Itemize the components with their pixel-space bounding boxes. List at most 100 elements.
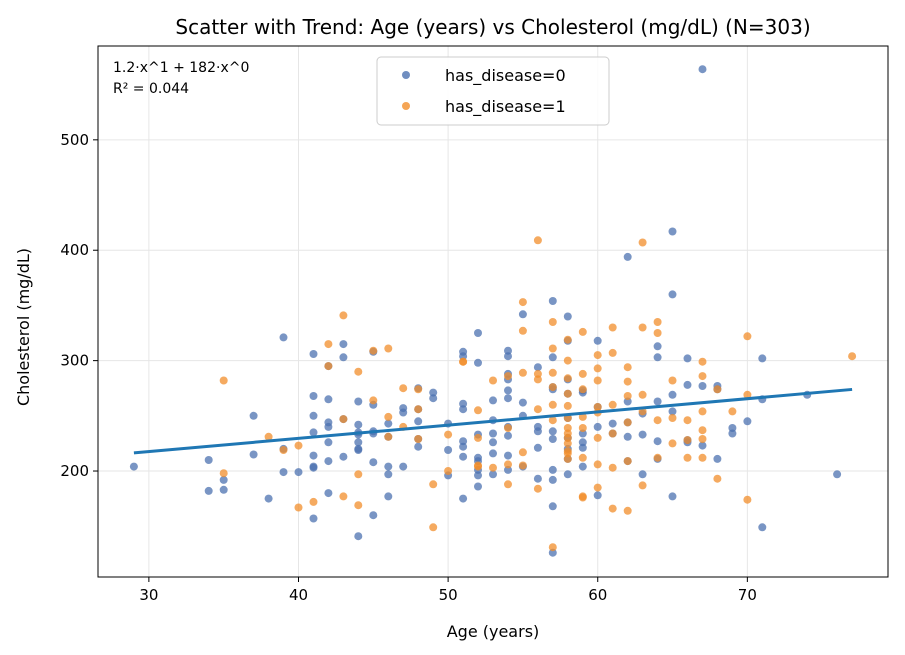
data-point-has-disease-0 (324, 489, 333, 498)
data-point-has-disease-1 (563, 433, 572, 442)
data-point-has-disease-1 (683, 453, 692, 462)
data-point-has-disease-1 (713, 474, 722, 483)
x-tick-label: 60 (588, 586, 607, 604)
data-point-has-disease-0 (548, 353, 557, 362)
data-point-has-disease-1 (578, 493, 587, 502)
data-point-has-disease-1 (339, 492, 348, 501)
data-point-has-disease-0 (204, 456, 213, 464)
data-point-has-disease-1 (533, 369, 542, 378)
data-point-has-disease-1 (848, 352, 857, 361)
data-point-has-disease-0 (309, 514, 318, 523)
data-point-has-disease-1 (578, 453, 587, 462)
data-point-has-disease-0 (279, 468, 288, 477)
data-point-has-disease-0 (354, 532, 363, 541)
data-point-has-disease-1 (399, 384, 408, 393)
data-point-has-disease-1 (563, 454, 572, 463)
data-point-has-disease-0 (459, 442, 468, 451)
data-point-has-disease-0 (713, 454, 722, 463)
data-point-has-disease-1 (653, 318, 662, 326)
data-point-has-disease-1 (294, 441, 303, 450)
data-point-has-disease-1 (369, 396, 378, 405)
y-tick-label: 300 (60, 352, 89, 370)
data-point-has-disease-0 (369, 511, 378, 520)
data-point-has-disease-1 (743, 495, 752, 504)
data-point-has-disease-0 (324, 438, 333, 447)
data-point-has-disease-1 (653, 416, 662, 425)
data-point-has-disease-0 (548, 427, 557, 436)
data-point-has-disease-0 (578, 438, 587, 447)
data-point-has-disease-0 (429, 394, 438, 403)
data-point-has-disease-0 (279, 333, 288, 342)
data-point-has-disease-1 (623, 363, 632, 372)
data-point-has-disease-1 (563, 389, 572, 398)
data-point-has-disease-0 (309, 428, 318, 437)
x-tick-label: 70 (738, 586, 757, 604)
data-point-has-disease-1 (384, 432, 393, 441)
data-point-has-disease-1 (653, 453, 662, 462)
data-point-has-disease-1 (563, 335, 572, 344)
data-point-has-disease-0 (548, 475, 557, 484)
data-point-has-disease-0 (309, 451, 318, 460)
data-point-has-disease-0 (758, 354, 767, 363)
data-point-has-disease-0 (354, 438, 363, 447)
data-point-has-disease-0 (414, 442, 423, 451)
data-point-has-disease-1 (698, 435, 707, 443)
data-point-has-disease-0 (219, 485, 228, 494)
data-point-has-disease-0 (548, 502, 557, 511)
data-point-has-disease-1 (593, 351, 602, 360)
data-point-has-disease-1 (414, 405, 423, 414)
data-point-has-disease-0 (414, 417, 423, 426)
data-point-has-disease-0 (324, 395, 333, 404)
data-point-has-disease-0 (504, 346, 512, 355)
data-point-has-disease-0 (548, 465, 557, 474)
data-point-has-disease-0 (563, 312, 572, 321)
data-point-has-disease-1 (219, 376, 228, 385)
data-point-has-disease-1 (593, 403, 602, 411)
data-point-has-disease-0 (444, 446, 453, 454)
data-point-has-disease-1 (698, 453, 707, 462)
data-point-has-disease-1 (504, 480, 512, 489)
legend-marker-has-disease-1 (402, 102, 410, 110)
x-axis-label: Age (years) (447, 622, 540, 641)
data-point-has-disease-1 (563, 449, 572, 458)
data-point-has-disease-1 (548, 344, 557, 353)
data-point-has-disease-1 (504, 460, 512, 469)
data-point-has-disease-0 (653, 437, 662, 446)
data-point-has-disease-1 (548, 416, 557, 425)
data-point-has-disease-0 (474, 471, 482, 480)
y-tick-label: 500 (60, 131, 89, 149)
data-point-has-disease-1 (593, 433, 602, 442)
data-point-has-disease-1 (623, 418, 632, 427)
data-point-has-disease-0 (533, 474, 542, 483)
data-point-has-disease-1 (608, 323, 617, 332)
data-point-has-disease-0 (384, 470, 393, 479)
data-point-has-disease-0 (309, 463, 318, 472)
data-point-has-disease-1 (518, 368, 527, 377)
data-point-has-disease-1 (518, 298, 527, 307)
data-point-has-disease-0 (399, 408, 408, 417)
data-point-has-disease-0 (533, 427, 542, 436)
data-point-has-disease-1 (623, 392, 632, 400)
data-point-has-disease-1 (354, 470, 363, 479)
data-point-has-disease-1 (713, 385, 722, 394)
data-point-has-disease-0 (533, 363, 542, 372)
data-point-has-disease-0 (504, 352, 512, 361)
data-point-has-disease-0 (623, 252, 632, 261)
data-point-has-disease-1 (608, 400, 617, 409)
legend-label-has-disease-1: has_disease=1 (445, 97, 566, 117)
data-point-has-disease-0 (593, 422, 602, 431)
data-point-has-disease-0 (668, 492, 677, 501)
data-point-has-disease-1 (474, 433, 482, 442)
data-point-has-disease-1 (533, 405, 542, 414)
data-point-has-disease-1 (429, 480, 438, 489)
data-point-has-disease-0 (219, 475, 228, 484)
data-point-has-disease-0 (474, 358, 482, 367)
data-point-has-disease-1 (369, 346, 378, 355)
data-point-has-disease-1 (414, 385, 423, 394)
data-point-has-disease-1 (489, 463, 497, 472)
data-point-has-disease-1 (504, 372, 512, 381)
x-tick-label: 30 (139, 586, 158, 604)
data-point-has-disease-1 (623, 377, 632, 386)
data-point-has-disease-0 (339, 353, 348, 362)
